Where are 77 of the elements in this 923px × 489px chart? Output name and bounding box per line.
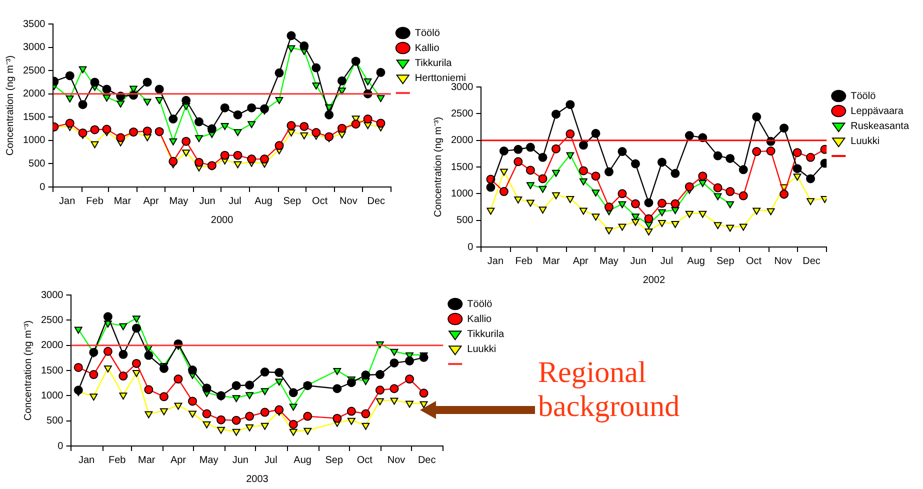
y-axis-title: Concentration (ng m⁻³) (4, 55, 16, 156)
legend-label: Herttoniemi (414, 72, 466, 84)
x-tick-label: May (600, 256, 618, 267)
y-tick-label: 1000 (22, 135, 46, 146)
legend-label: Tikkurila (467, 328, 504, 340)
y-tick-label: 2500 (40, 314, 64, 326)
x-tick-label: Sep (283, 196, 302, 207)
legend-label: Kallio (414, 42, 440, 54)
legend-label: Luukki (850, 136, 880, 147)
x-tick-label: Feb (108, 454, 126, 466)
legend-label: Kallio (467, 314, 492, 325)
legend-label: Töölö (850, 90, 876, 102)
x-tick-label: Apr (170, 454, 187, 466)
y-axis-title: Concentration (ng m⁻³) (22, 320, 34, 421)
y-tick-label: 500 (28, 158, 46, 170)
x-tick-label: Jan (487, 256, 504, 267)
x-tick-label: Nov (387, 454, 406, 466)
y-tick-label: 500 (46, 416, 64, 427)
y-tick-label: 2000 (22, 88, 46, 100)
y-axis-title: Concentration (ng m⁻³) (432, 116, 444, 218)
y-tick-label: 1000 (40, 390, 64, 402)
x-tick-label: Aug (687, 256, 705, 267)
x-tick-label: Aug (294, 454, 312, 466)
x-axis-title: 2003 (246, 474, 269, 485)
legend-label: Töölö (467, 298, 493, 310)
x-tick-label: Oct (312, 196, 328, 207)
x-tick-label: Dec (418, 454, 436, 466)
y-tick-label: 3000 (450, 82, 474, 93)
legend-label: Töölö (414, 28, 440, 39)
y-tick-label: 1500 (450, 162, 474, 173)
y-tick-label: 2500 (22, 65, 46, 76)
x-tick-label: Jun (232, 454, 248, 466)
x-tick-label: Dec (802, 256, 820, 267)
x-tick-label: Jul (264, 454, 278, 466)
y-tick-label: 1000 (450, 188, 474, 200)
x-tick-label: Jun (630, 256, 646, 267)
y-tick-label: 1500 (22, 112, 46, 123)
x-tick-label: Feb (515, 256, 533, 267)
y-tick-label: 500 (456, 215, 474, 226)
x-tick-label: Jun (199, 196, 216, 207)
x-tick-label: Apr (143, 196, 160, 207)
x-tick-label: May (199, 454, 218, 466)
x-tick-label: Feb (86, 196, 104, 207)
y-tick-label: 3000 (22, 42, 46, 54)
x-tick-label: Nov (340, 196, 358, 207)
y-tick-label: 3500 (22, 18, 46, 30)
text: Regional background (538, 356, 681, 424)
y-tick-label: 0 (58, 440, 64, 452)
x-tick-label: May (169, 196, 188, 207)
legend-label: Ruskeasanta (850, 120, 910, 132)
x-tick-label: Sep (325, 454, 344, 466)
x-tick-label: Dec (367, 196, 386, 207)
x-tick-label: Jul (660, 256, 674, 267)
x-tick-label: Sep (716, 256, 735, 267)
y-tick-label: 2500 (450, 108, 474, 120)
y-tick-label: 2000 (450, 135, 474, 146)
y-tick-label: 2000 (40, 340, 64, 352)
y-tick-label: 1500 (40, 365, 64, 376)
y-tick-label: 3000 (40, 290, 64, 301)
legend-label: Leppävaara (850, 106, 904, 117)
x-tick-label: Mar (138, 454, 156, 466)
x-tick-label: Aug (254, 196, 272, 207)
x-axis-title: 2002 (642, 274, 666, 286)
x-axis-title: 2000 (210, 214, 234, 226)
x-tick-label: Mar (114, 196, 132, 207)
legend-label: Luukki (467, 344, 496, 355)
x-tick-label: Oct (746, 256, 762, 267)
x-tick-label: Jan (59, 196, 76, 207)
y-tick-label: 0 (468, 242, 474, 253)
x-tick-label: Nov (774, 256, 792, 267)
y-tick-label: 0 (40, 182, 46, 193)
x-tick-label: Oct (356, 454, 373, 466)
legend-label: Tikkurila (414, 58, 452, 69)
x-tick-label: Jul (228, 196, 242, 207)
x-tick-label: Mar (542, 256, 561, 267)
x-tick-label: Apr (572, 256, 590, 267)
x-tick-label: Jan (78, 454, 95, 466)
